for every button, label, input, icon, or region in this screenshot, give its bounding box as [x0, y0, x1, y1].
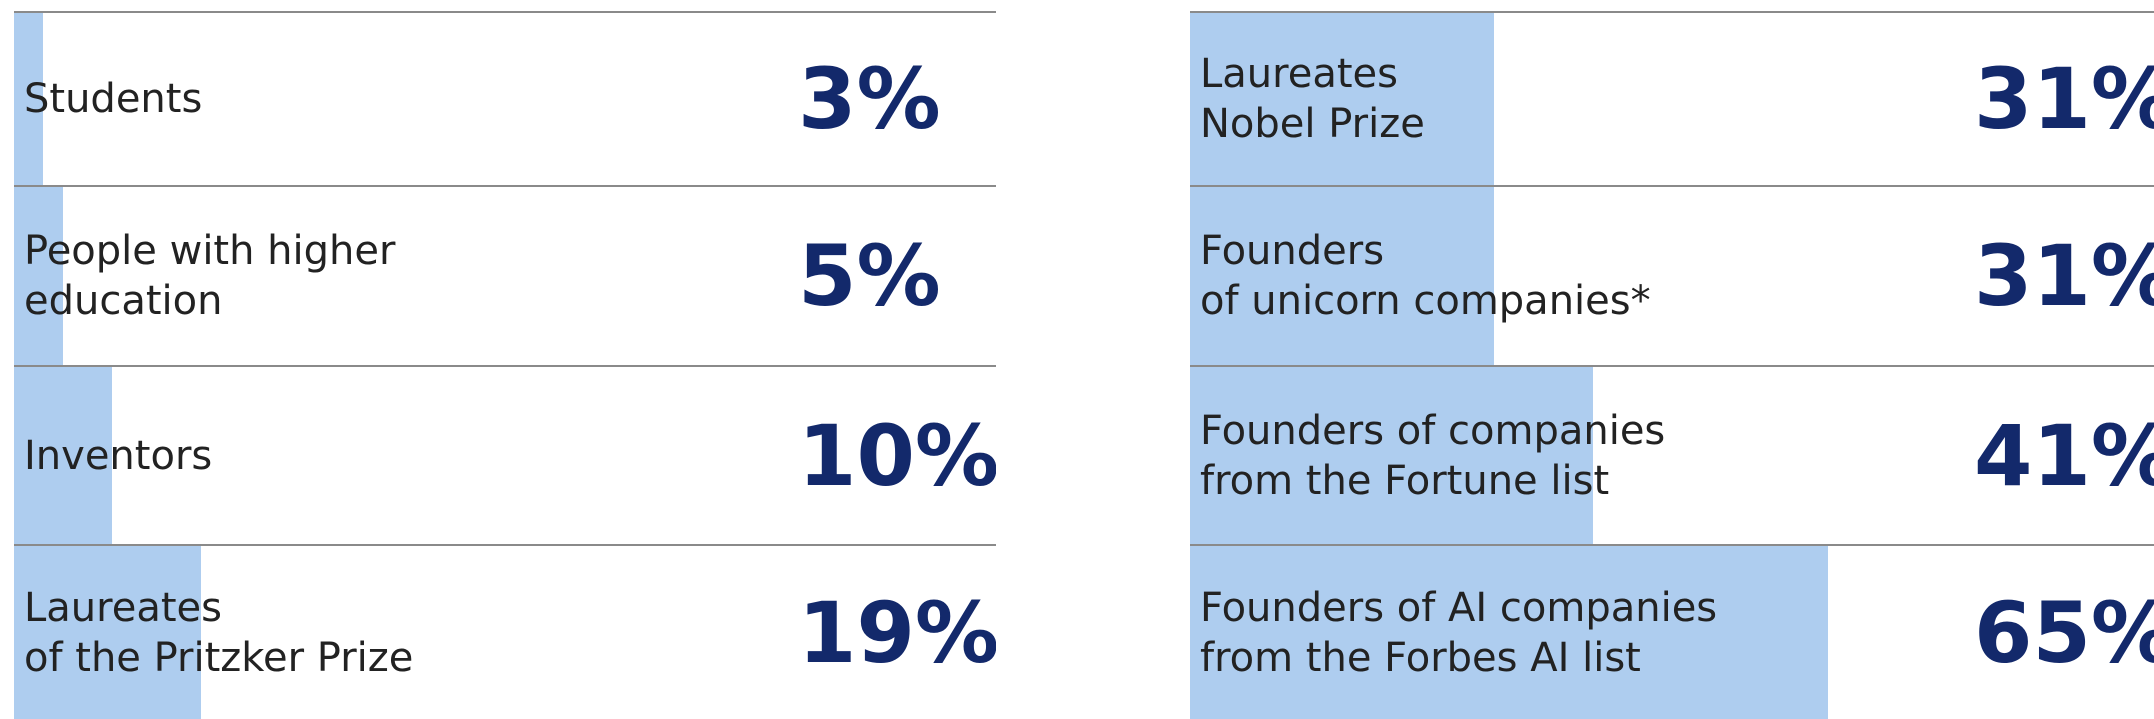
bar-row: Founders of AI companies from the Forbes… [1190, 544, 2154, 719]
category-label: Founders of unicorn companies* [1200, 228, 1651, 324]
bar [1190, 187, 1495, 365]
bar [14, 13, 44, 185]
bar [1190, 546, 1829, 719]
bar [14, 546, 201, 719]
bar [1190, 13, 1495, 185]
bar [1190, 367, 1593, 544]
category-label: Founders of AI companies from the Forbes… [1200, 584, 1718, 681]
value-label: 31% [1974, 227, 2154, 325]
chart-panel: Students 3% People with higher education 5%… [14, 0, 996, 719]
value-label: 41% [1974, 406, 2154, 505]
value-label: 5% [798, 227, 941, 325]
bar [14, 187, 64, 365]
bar-row: Founders of unicorn companies* 31% [1190, 185, 2154, 365]
value-label: 10% [798, 406, 996, 505]
value-label: 3% [798, 50, 941, 148]
value-label: 19% [798, 583, 996, 682]
category-label: Founders of companies from the Fortune l… [1200, 407, 1666, 504]
bar-row: Founders of companies from the Fortune l… [1190, 365, 2154, 544]
category-label: People with higher education [24, 228, 396, 324]
bar [14, 367, 113, 544]
category-label: Inventors [24, 432, 213, 479]
bar-row: Laureates of the Pritzker Prize 19% [14, 544, 996, 719]
value-label: 31% [1974, 50, 2154, 148]
bar-row: Inventors 10% [14, 365, 996, 544]
category-label: Laureates of the Pritzker Prize [24, 584, 414, 681]
bar-row: People with higher education 5% [14, 185, 996, 365]
category-label: Students [24, 76, 203, 122]
value-label: 65% [1974, 583, 2154, 682]
category-label: Laureates Nobel Prize [1200, 51, 1425, 147]
bar-row: Students 3% [14, 11, 996, 185]
bar-row: Laureates Nobel Prize 31% [1190, 11, 2154, 185]
